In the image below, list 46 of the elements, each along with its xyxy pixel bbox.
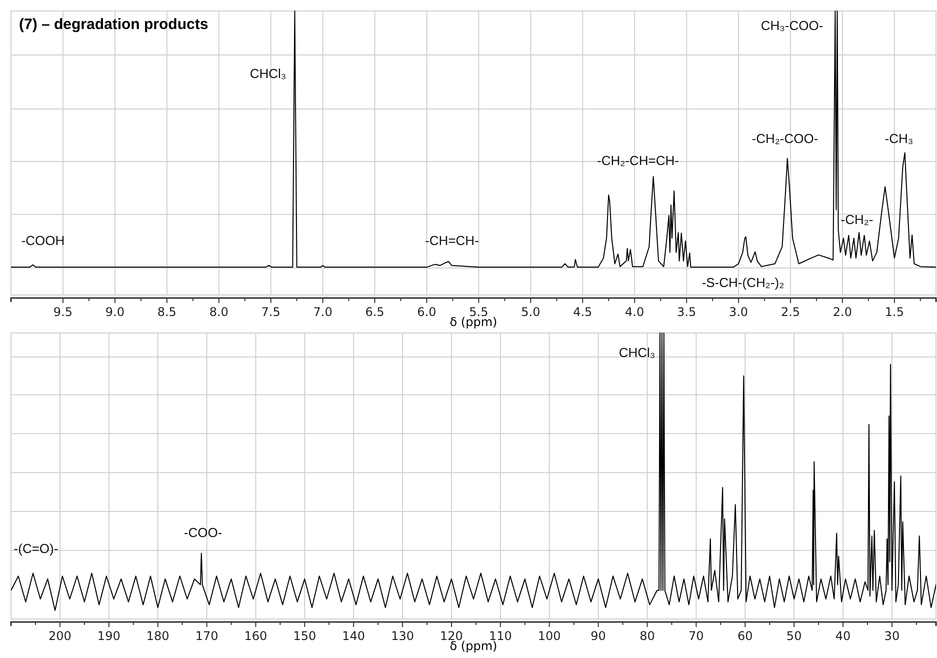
x-tick-label: 6.5 [365, 304, 384, 319]
chart-title: (7) – degradation products [19, 16, 208, 33]
x-tick-label: 150 [293, 628, 316, 643]
x-tick-label: 130 [391, 628, 414, 643]
x-axis-title: δ (ppm) [450, 639, 498, 653]
x-tick-label: 80 [640, 628, 655, 643]
x-tick-label: 100 [538, 628, 561, 643]
x-tick-label: 190 [97, 628, 120, 643]
annotation: -COO- [184, 525, 222, 540]
x-tick-label: 200 [48, 628, 72, 643]
x-tick-label: 40 [835, 628, 851, 643]
annotation: -CH₃ [884, 131, 914, 146]
x-tick-label: 160 [244, 628, 268, 643]
annotation: CH₃-COO- [760, 18, 824, 33]
x-tick-label: 1.5 [884, 304, 904, 319]
x-tick-label: 170 [195, 628, 218, 643]
annotation: -CH₂- [840, 212, 874, 227]
annotation: -CH₂-CH=CH- [597, 153, 679, 168]
x-tick-label: 9.0 [105, 304, 124, 319]
x-tick-label: 8.5 [157, 304, 176, 319]
x-tick-label: 7.5 [261, 304, 280, 319]
annotation: CHCl₃ [250, 66, 286, 81]
annotation: -CH₂-COO- [752, 131, 818, 146]
x-tick-label: 90 [590, 628, 606, 643]
x-tick-label: 7.0 [313, 304, 332, 319]
x-tick-label: 3.0 [728, 304, 748, 319]
x-tick-label: 2.0 [832, 304, 852, 319]
x-tick-label: 30 [884, 628, 900, 643]
x-tick-label: 4.5 [573, 304, 592, 319]
x-tick-label: 5.0 [521, 304, 540, 319]
x-tick-label: 3.5 [677, 304, 696, 319]
annotation: -COOH [21, 233, 65, 248]
x-tick-label: 50 [786, 628, 802, 643]
annotation: -CH=CH- [425, 233, 479, 248]
x-tick-label: 4.0 [625, 304, 644, 319]
annotation: -(C=O)- [14, 541, 58, 556]
x-tick-label: 180 [146, 628, 170, 643]
x-tick-label: 70 [688, 628, 704, 643]
x-tick-label: 9.5 [53, 304, 73, 319]
x-tick-label: 60 [737, 628, 753, 643]
annotation: CHCl₃ [618, 345, 656, 360]
x-tick-label: 2.5 [780, 304, 800, 319]
annotation: -S-CH-(CH₂-)₂ [702, 275, 784, 290]
x-tick-label: 8.0 [209, 304, 228, 319]
x-tick-label: 140 [342, 628, 366, 643]
x-tick-label: 6.0 [417, 304, 436, 319]
